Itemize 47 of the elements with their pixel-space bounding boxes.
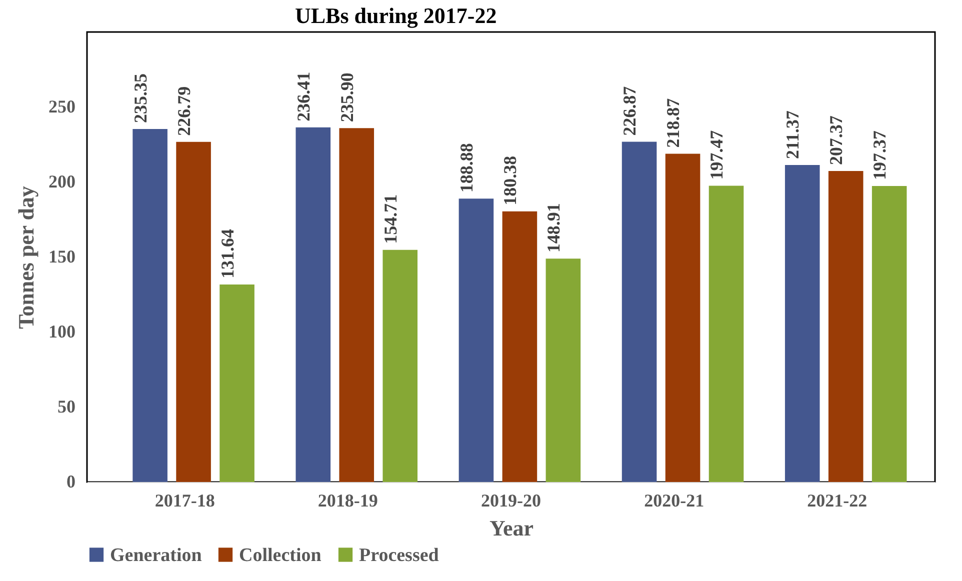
x-tick-label: 2021-22 bbox=[807, 490, 868, 510]
bar bbox=[622, 142, 657, 482]
data-label: 131.64 bbox=[217, 229, 238, 279]
y-tick-label: 100 bbox=[48, 322, 76, 342]
bar bbox=[502, 211, 538, 482]
y-tick-label: 50 bbox=[58, 396, 76, 416]
data-label: 207.37 bbox=[826, 115, 846, 165]
bar bbox=[784, 164, 820, 482]
data-label: 148.91 bbox=[543, 203, 564, 253]
legend-label: Collection bbox=[239, 544, 322, 566]
data-label: 226.87 bbox=[620, 86, 640, 136]
data-label: 235.90 bbox=[336, 72, 357, 122]
bar bbox=[339, 128, 374, 482]
bar bbox=[220, 284, 254, 482]
data-label: 180.38 bbox=[500, 156, 520, 206]
bar bbox=[132, 128, 168, 482]
x-tick-label: 2018-19 bbox=[318, 490, 378, 510]
bar bbox=[872, 186, 907, 482]
chart-title: ULBs during 2017-22 bbox=[295, 3, 497, 28]
bar bbox=[665, 154, 700, 482]
x-tick-label: 2017-18 bbox=[154, 490, 215, 510]
bar bbox=[546, 258, 581, 482]
data-label: 188.88 bbox=[456, 143, 477, 193]
bar bbox=[458, 198, 494, 482]
data-label: 226.79 bbox=[174, 86, 194, 136]
data-label: 236.41 bbox=[293, 72, 314, 122]
y-tick-label: 0 bbox=[66, 472, 76, 492]
bar bbox=[176, 142, 211, 482]
data-label: 197.47 bbox=[706, 130, 727, 180]
bar bbox=[382, 250, 418, 482]
x-tick-label: 2020-21 bbox=[644, 490, 704, 510]
data-label: 211.37 bbox=[782, 110, 803, 159]
bar bbox=[708, 186, 744, 482]
legend-label: Generation bbox=[110, 544, 202, 566]
y-tick-label: 200 bbox=[48, 172, 76, 192]
y-axis-title: Tonnes per day bbox=[14, 186, 38, 330]
bar bbox=[828, 170, 864, 482]
y-tick-label: 150 bbox=[48, 246, 76, 266]
bar bbox=[296, 127, 331, 482]
x-axis-title: Year bbox=[490, 516, 534, 540]
x-tick-label: 2019-20 bbox=[481, 490, 541, 510]
data-label: 154.71 bbox=[380, 194, 400, 244]
data-label: 235.35 bbox=[130, 73, 150, 123]
data-label: 218.87 bbox=[663, 98, 684, 148]
legend-label: Processed bbox=[359, 544, 440, 566]
data-label: 197.37 bbox=[870, 130, 890, 180]
y-tick-label: 250 bbox=[48, 96, 76, 116]
